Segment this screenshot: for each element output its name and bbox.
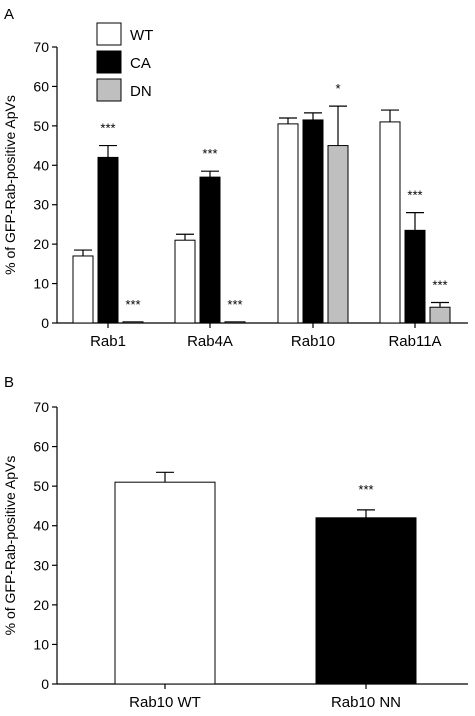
bar — [379, 121, 401, 324]
y-axis-title: % of GFP-Rab-positive ApVs — [2, 95, 18, 275]
y-tick-label: 20 — [33, 597, 49, 613]
y-tick-label: 0 — [41, 315, 49, 331]
bar — [327, 145, 349, 324]
y-tick-label: 50 — [33, 118, 49, 134]
y-tick-label: 30 — [33, 197, 49, 213]
y-tick-label: 70 — [33, 399, 49, 415]
y-tick-label: 70 — [33, 39, 49, 55]
significance-label: * — [335, 81, 340, 96]
x-tick-label: Rab4A — [187, 333, 233, 350]
panel-a-chart: A 0 10 20 30 40 50 60 70 % of GFP-Rab-positive A… — [2, 6, 468, 350]
significance-label: *** — [125, 297, 140, 312]
bar — [97, 156, 119, 324]
y-tick-label: 60 — [33, 78, 49, 94]
y-tick-label: 10 — [33, 276, 49, 292]
significance-label: *** — [358, 482, 373, 497]
y-tick-label: 20 — [33, 236, 49, 252]
significance-label: *** — [407, 188, 422, 203]
bar — [174, 239, 196, 324]
bar — [114, 481, 216, 685]
legend-label: WT — [130, 27, 153, 44]
significance-label: *** — [202, 146, 217, 161]
y-tick-label: 30 — [33, 557, 49, 573]
significance-label: *** — [100, 121, 115, 136]
significance-label: *** — [432, 277, 447, 292]
legend-swatch — [96, 50, 122, 74]
legend-swatch — [96, 78, 122, 102]
panel-b-chart: B 0 10 20 30 40 50 60 70 % of GFP-Rab-positive A… — [2, 374, 468, 711]
legend-swatch — [96, 22, 122, 46]
x-tick-label: Rab10 — [291, 333, 335, 350]
bar — [122, 321, 144, 324]
bar — [429, 306, 451, 324]
legend-label: DN — [130, 83, 152, 100]
y-tick-label: 10 — [33, 636, 49, 652]
y-tick-label: 50 — [33, 478, 49, 494]
panel-b-letter: B — [4, 374, 14, 391]
x-tick-label: Rab11A — [388, 333, 441, 350]
y-tick-label: 40 — [33, 518, 49, 534]
bar — [302, 119, 324, 324]
legend-label: CA — [130, 55, 151, 72]
bar — [199, 176, 221, 324]
x-tick-label: Rab10 NN — [331, 694, 401, 711]
bar — [277, 123, 299, 324]
panel-a-letter: A — [4, 6, 14, 23]
significance-label: *** — [227, 297, 242, 312]
bar — [72, 255, 94, 324]
bar — [404, 229, 426, 324]
y-tick-label: 60 — [33, 439, 49, 455]
x-tick-label: Rab1 — [90, 333, 126, 350]
x-tick-label: Rab10 WT — [129, 694, 201, 711]
y-tick-label: 40 — [33, 157, 49, 173]
y-axis-title: % of GFP-Rab-positive ApVs — [2, 456, 18, 636]
y-tick-label: 0 — [41, 676, 49, 692]
bar — [224, 321, 246, 324]
bar — [315, 517, 417, 685]
